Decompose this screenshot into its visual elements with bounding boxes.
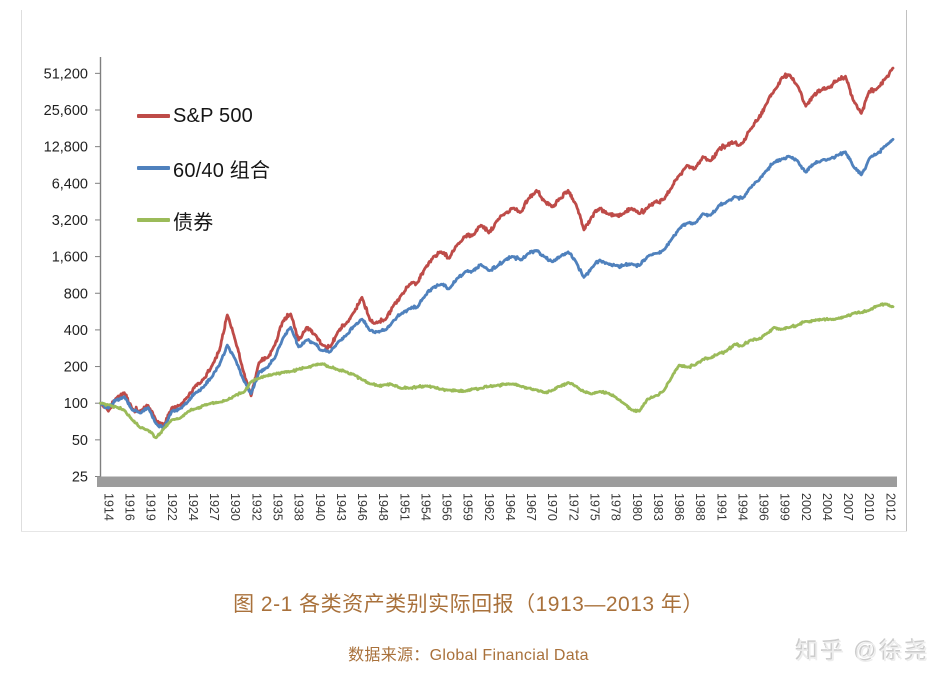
chart-frame-bottom-border [21,531,907,532]
x-axis-label: 1924 [186,493,200,521]
x-axis-label: 1967 [524,493,538,521]
x-axis-label: 1978 [609,493,623,521]
legend-line-swatch-sp500 [137,114,170,118]
x-axis-label: 1962 [482,493,496,521]
x-axis-label: 2007 [841,493,855,521]
x-axis-label: 2012 [883,493,897,521]
x-axis-label: 1970 [545,493,559,521]
x-axis-label: 1956 [440,493,454,521]
data-source-note: 数据来源：Global Financial Data [348,647,589,664]
x-axis-label: 1954 [418,493,432,521]
x-axis-label: 1916 [123,493,137,521]
figure-caption: 图 2-1 各类资产类别实际回报（1913—2013 年） [233,593,704,616]
y-axis-label: 400 [64,323,88,339]
x-axis-label: 1988 [693,493,707,521]
x-axis-label: 1943 [334,493,348,521]
x-axis-label: 1938 [292,493,306,521]
x-axis-label: 1964 [503,493,517,521]
x-axis-label: 1999 [778,493,792,521]
x-axis-label: 1930 [228,493,242,521]
legend-label-bonds: 债券 [173,211,214,234]
series-line-sp500 [99,66,895,427]
legend-label-sp500: S&P 500 [173,104,253,127]
x-axis-label: 1975 [587,493,601,521]
line-chart-canvas: 25 50 100 200 400 800 1,600 3,200 6,400 12,800 25,… [44,57,897,521]
y-axis-label: 800 [64,286,88,302]
x-axis-label: 1980 [630,493,644,521]
x-axis-label: 1927 [207,493,221,521]
y-axis-label: 25 [72,470,88,486]
x-axis-label: 2002 [799,493,813,521]
chart-frame-left-border [21,10,22,532]
x-axis-label: 1935 [270,493,284,521]
y-axis-label: 50 [72,433,88,449]
x-axis-label: 1948 [376,493,390,521]
y-axis-label: 3,200 [52,213,88,229]
x-axis-label: 1946 [355,493,369,521]
legend-item-60-40-portfolio: 60/40 组合 [137,156,271,182]
x-axis-label: 1991 [714,493,728,521]
x-axis-label: 1986 [672,493,686,521]
x-axis-label: 1996 [757,493,771,521]
x-axis-label: 1983 [651,493,665,521]
y-axis-label: 1,600 [52,250,88,266]
x-axis-label: 1922 [165,493,179,521]
x-axis-label: 1994 [735,493,749,521]
chart-frame-right-border [906,10,907,532]
x-axis-label: 1959 [461,493,475,521]
x-axis-label: 1940 [313,493,327,521]
zhihu-watermark: 知乎 @徐尧 [796,638,930,664]
y-axis-label: 12,800 [44,140,88,156]
x-axis-label: 1914 [101,493,115,521]
legend-line-swatch-60-40 [137,166,170,170]
legend-line-swatch-bonds [137,218,170,222]
series-line-bonds [99,302,895,440]
series-line-60-40 [99,137,895,430]
y-axis-label: 51,200 [44,66,88,82]
x-axis-label: 2004 [820,493,834,521]
x-axis-label: 1972 [566,493,580,521]
x-axis-label: 1951 [397,493,411,521]
y-axis-label: 25,600 [44,103,88,119]
y-axis-label: 100 [64,396,88,412]
legend-item-sp500: S&P 500 [137,104,270,128]
y-axis-label: 6,400 [52,176,88,192]
x-axis-label: 1919 [144,493,158,521]
chart-legend: S&P 500 60/40 组合 债券 [137,104,270,260]
x-axis-label: 1932 [249,493,263,521]
y-axis-label: 200 [64,360,88,376]
x-axis-label: 2010 [862,493,876,521]
legend-label-60-40: 60/40 组合 [173,159,271,182]
legend-item-bonds: 债券 [137,208,270,234]
